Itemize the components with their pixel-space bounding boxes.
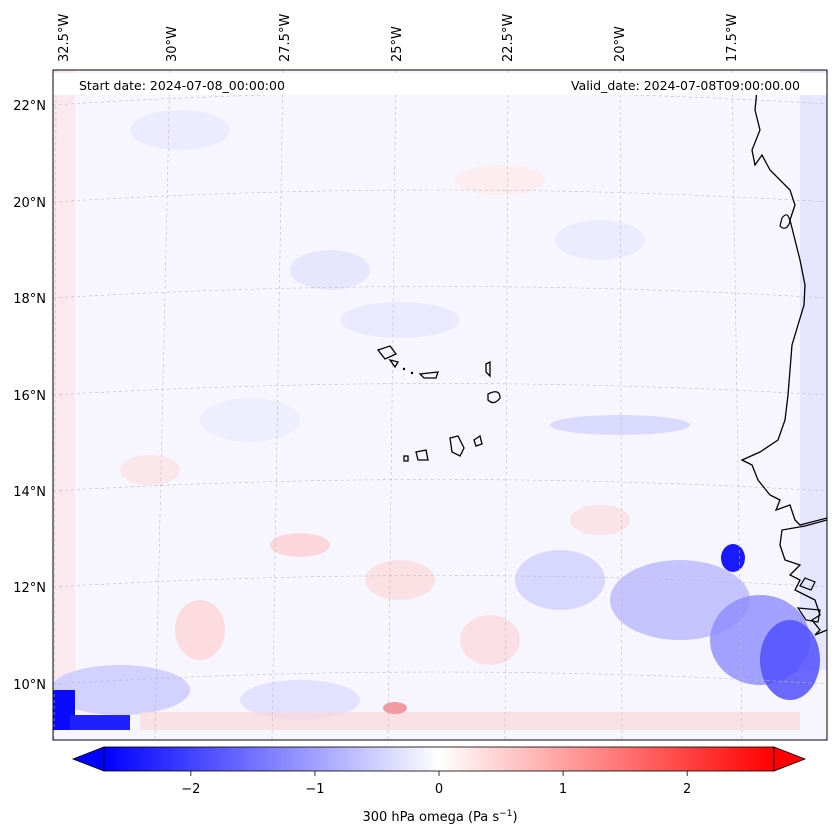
- colorbar-label-close: ): [512, 810, 517, 825]
- island-sao-nicolau: [418, 371, 439, 379]
- coastline-west-africa: [779, 214, 791, 229]
- island-sal: [485, 360, 491, 378]
- ascent-patch: [365, 560, 435, 600]
- descent-core: [721, 544, 745, 572]
- colorbar-tick-label: 2: [683, 782, 691, 797]
- colorbar-gradient: [103, 746, 775, 772]
- latitude-label: 22°N: [13, 99, 46, 114]
- meridian-line: [731, 70, 743, 740]
- descent-patch: [130, 110, 230, 150]
- descent-core: [760, 620, 820, 700]
- omega-field: [53, 70, 827, 740]
- latitude-label: 18°N: [13, 292, 46, 307]
- meridian-line: [53, 70, 57, 740]
- colorbar-label-exponent: −1: [499, 809, 512, 819]
- ascent-strip-bottom: [140, 712, 800, 730]
- colorbar-label-text: 300 hPa omega (Pa s: [362, 810, 499, 825]
- latitude-label: 16°N: [13, 389, 46, 404]
- colorbar-tick-label: 1: [559, 782, 567, 797]
- ascent-patch: [455, 165, 545, 195]
- island-santiago: [449, 435, 465, 457]
- descent-patch: [555, 220, 645, 260]
- cape-verde-islands: [376, 345, 501, 462]
- meridian-line: [619, 70, 623, 740]
- start-date-label: Start date: 2024-07-08_00:00:00: [79, 78, 285, 93]
- ascent-patch: [175, 600, 225, 660]
- colorbar-tick-label: −1: [305, 782, 324, 797]
- island-santa-luzia: [402, 367, 406, 371]
- descent-core: [53, 690, 75, 730]
- ascent-patch: [460, 615, 520, 665]
- island-fogo: [415, 449, 429, 461]
- parallel-line: [53, 286, 827, 299]
- coastline-west-africa: [740, 89, 827, 636]
- coastline-west-africa: [796, 607, 821, 623]
- longitude-label: 32.5°W: [57, 14, 72, 62]
- meridian-line: [271, 70, 284, 740]
- colorbar-ticks: −2 −1 0 1 2: [181, 771, 691, 797]
- meridian-line: [154, 70, 171, 740]
- descent-patch: [610, 560, 750, 640]
- colorbar-tick-label: 0: [435, 782, 443, 797]
- descent-patch: [200, 398, 300, 442]
- longitude-label: 17.5°W: [725, 14, 740, 62]
- meridian-line: [504, 70, 509, 740]
- parallel-line: [53, 575, 827, 588]
- colorbar: −2 −1 0 1 2 300 hPa omega (Pa s−1): [71, 746, 807, 825]
- coastline-west-africa: [799, 577, 816, 591]
- latitude-label: 10°N: [13, 678, 46, 693]
- island-santo-antao: [376, 345, 398, 360]
- ascent-core: [383, 702, 407, 714]
- latitude-label: 12°N: [13, 581, 46, 596]
- valid-date-label: Valid_date: 2024-07-08T09:00:00.00: [571, 78, 800, 93]
- colorbar-extend-max: [773, 746, 807, 772]
- island-brava: [403, 455, 409, 462]
- longitude-label: 27.5°W: [278, 14, 293, 62]
- parallel-line: [53, 189, 827, 203]
- meridian-line: [387, 70, 397, 740]
- island-boa-vista: [487, 391, 501, 404]
- parallel-line: [53, 671, 827, 685]
- ascent-patch: [570, 505, 630, 535]
- boundary-strip-left: [53, 70, 75, 720]
- colorbar-tick-label: −2: [181, 782, 200, 797]
- descent-patch: [340, 302, 460, 338]
- longitude-label: 22.5°W: [501, 14, 516, 62]
- ascent-patch: [120, 455, 180, 485]
- island-sao-vicente: [388, 358, 400, 369]
- island-maio: [473, 434, 483, 447]
- header-band: [53, 73, 827, 95]
- map-frame: [52, 69, 828, 741]
- ascent-patch: [270, 533, 330, 557]
- parallel-line: [53, 91, 827, 106]
- descent-core: [70, 715, 130, 730]
- colorbar-label: 300 hPa omega (Pa s−1): [362, 809, 517, 825]
- colorbar-extend-min: [71, 746, 105, 772]
- latitude-label: 14°N: [13, 485, 46, 500]
- descent-patch: [290, 250, 370, 290]
- latitude-label: 20°N: [13, 196, 46, 211]
- descent-patch: [240, 680, 360, 720]
- longitude-label: 25°W: [390, 26, 405, 62]
- parallel-line: [53, 383, 827, 396]
- island-raso: [410, 371, 414, 375]
- descent-patch: [550, 415, 690, 435]
- graticule: [53, 70, 827, 740]
- boundary-strip-right: [800, 70, 827, 670]
- descent-patch: [515, 550, 605, 610]
- longitude-label: 30°W: [165, 26, 180, 62]
- longitude-label: 20°W: [613, 26, 628, 62]
- parallel-line: [53, 479, 827, 492]
